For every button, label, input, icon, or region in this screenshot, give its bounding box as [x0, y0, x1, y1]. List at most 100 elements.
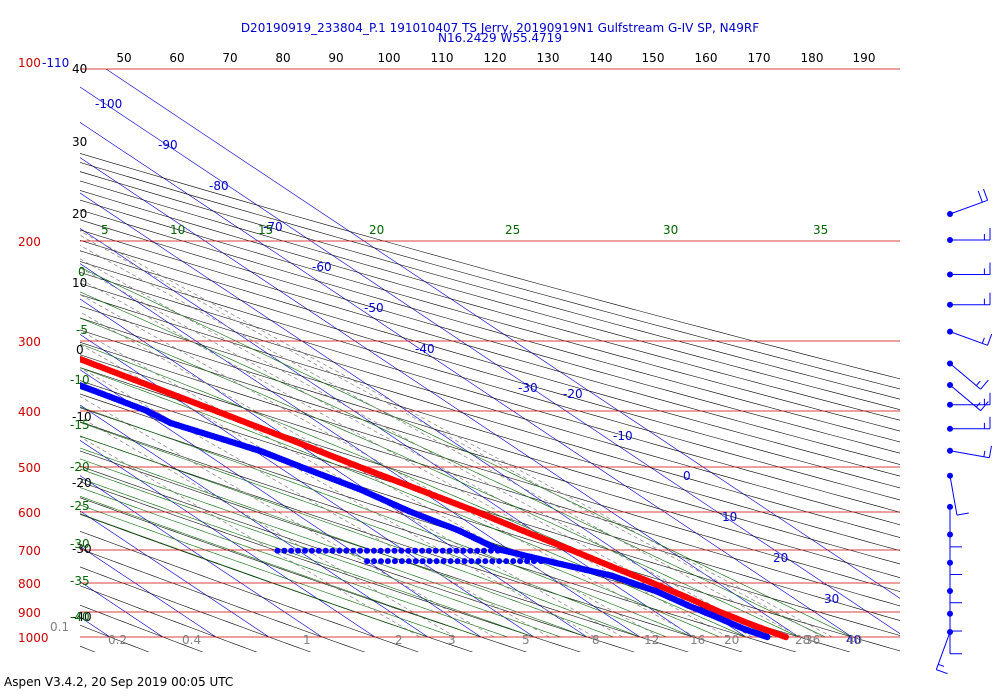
theta-label: 60	[169, 51, 184, 65]
temperature-point	[4, 328, 10, 334]
dewpoint-point	[16, 361, 22, 367]
temperature-label: 40	[846, 633, 861, 647]
theta-label: 190	[853, 51, 876, 65]
temperature-label: -100	[95, 97, 122, 111]
theta-label: 110	[431, 51, 454, 65]
dewpoint-point	[461, 558, 468, 565]
theta-label: 80	[275, 51, 290, 65]
wind-barb	[947, 559, 962, 604]
dry-adiabat-line	[80, 199, 900, 432]
dewpoint-point	[295, 547, 302, 554]
dewpoint-point	[405, 547, 412, 554]
mixing-ratio-label: 12	[644, 633, 659, 647]
moist-adiabat-line	[80, 406, 694, 638]
moist-adiabat-line	[80, 458, 588, 638]
dewpoint-point	[62, 377, 68, 383]
mixing-ratio-label: 1	[303, 633, 311, 647]
moist-adiabat-label: -35	[70, 574, 90, 588]
moist-adiabat-label: 0	[78, 265, 86, 279]
theta-label: 180	[801, 51, 824, 65]
dewpoint-point	[0, 355, 6, 361]
mixing-ratio-label: 8	[592, 633, 600, 647]
dewpoint-point	[524, 558, 531, 565]
moist-adiabat-line	[80, 478, 535, 638]
mixing-ratio-label: 20	[724, 633, 739, 647]
mixing-ratio-label: 0.1	[50, 620, 69, 634]
moist-adiabat-label: -10	[70, 373, 90, 387]
dewpoint-point	[9, 358, 15, 364]
dewpoint-point	[446, 547, 453, 554]
pressure-label: 1000	[18, 631, 49, 645]
pressure-label: 700	[18, 544, 41, 558]
dry-adiabat-line	[80, 548, 366, 652]
sounding-profiles	[0, 324, 789, 641]
mixing-ratio-line	[80, 230, 833, 638]
moist-adiabat-line	[80, 496, 482, 638]
dewpoint-point	[34, 367, 40, 373]
temperature-label: 10	[722, 510, 737, 524]
mixing-ratio-label: 3	[448, 633, 456, 647]
dry-adiabat-line	[80, 497, 527, 652]
moist-adiabat-label: -40	[70, 610, 90, 624]
dry-adiabat-line	[80, 393, 900, 652]
dry-adiabat-line	[80, 450, 689, 652]
temperature-label: -80	[209, 179, 229, 193]
dewpoint-point	[60, 376, 66, 382]
dewpoint-point	[481, 547, 487, 554]
dry-adiabat-line	[80, 435, 743, 652]
moist-adiabat-label: 5	[101, 223, 109, 237]
moist-adiabat-label: -20	[70, 460, 90, 474]
dewpoint-point	[487, 547, 494, 554]
moist-adiabat-line	[80, 435, 641, 638]
mixing-ratio-line	[80, 396, 495, 638]
diagram-grid	[80, 69, 900, 652]
chart-title: D20190919_233804_P.1 191010407 TS Jerry,…	[241, 21, 759, 35]
isotherm-line	[80, 157, 800, 638]
dry-adiabat-line	[80, 341, 900, 592]
dewpoint-point	[18, 361, 24, 367]
dry-adiabat-line	[80, 604, 204, 652]
dry-adiabat-line	[80, 305, 900, 551]
dry-adiabat-label: 0	[76, 343, 84, 357]
theta-label: 50	[116, 51, 131, 65]
temperature-point	[55, 347, 61, 353]
dewpoint-point	[398, 547, 405, 554]
temperature-point	[64, 351, 70, 357]
dewpoint-point	[432, 547, 439, 554]
dry-adiabat-line	[80, 171, 900, 400]
dewpoint-point	[23, 363, 29, 369]
mixing-ratio-line	[80, 294, 696, 638]
moist-adiabat-label: 25	[505, 223, 520, 237]
theta-label: 130	[537, 51, 560, 65]
dewpoint-point	[281, 547, 288, 554]
dry-adiabat-label: -40	[72, 610, 92, 624]
moist-adiabat-label: 10	[170, 223, 185, 237]
dewpoint-point	[322, 547, 329, 554]
theta-label: 170	[748, 51, 771, 65]
dewpoint-point	[350, 547, 357, 554]
moist-adiabat-line	[80, 487, 508, 638]
dewpoint-point	[14, 360, 20, 366]
temperature-point	[11, 331, 17, 337]
dewpoint-point	[419, 558, 426, 565]
temperature-label: -30	[518, 381, 538, 395]
dewpoint-point	[41, 369, 47, 375]
mixing-ratio-line	[80, 278, 729, 638]
dewpoint-point	[764, 633, 771, 641]
dewpoint-point	[308, 547, 315, 554]
dewpoint-point	[405, 558, 412, 565]
dewpoint-point	[357, 547, 364, 554]
dewpoint-point	[468, 558, 475, 565]
dewpoint-point	[460, 547, 467, 554]
temperature-point	[0, 324, 1, 330]
pressure-label: 100	[18, 56, 41, 70]
temperature-point	[69, 353, 75, 359]
dewpoint-point	[419, 547, 426, 554]
temperature-label: -50	[364, 301, 384, 315]
dewpoint-point	[453, 547, 460, 554]
mixing-ratio-label: 36	[805, 633, 820, 647]
wind-barb	[947, 360, 989, 390]
dewpoint-point	[37, 368, 43, 374]
dry-adiabat-label: -10	[72, 410, 92, 424]
dewpoint-point	[494, 547, 501, 554]
